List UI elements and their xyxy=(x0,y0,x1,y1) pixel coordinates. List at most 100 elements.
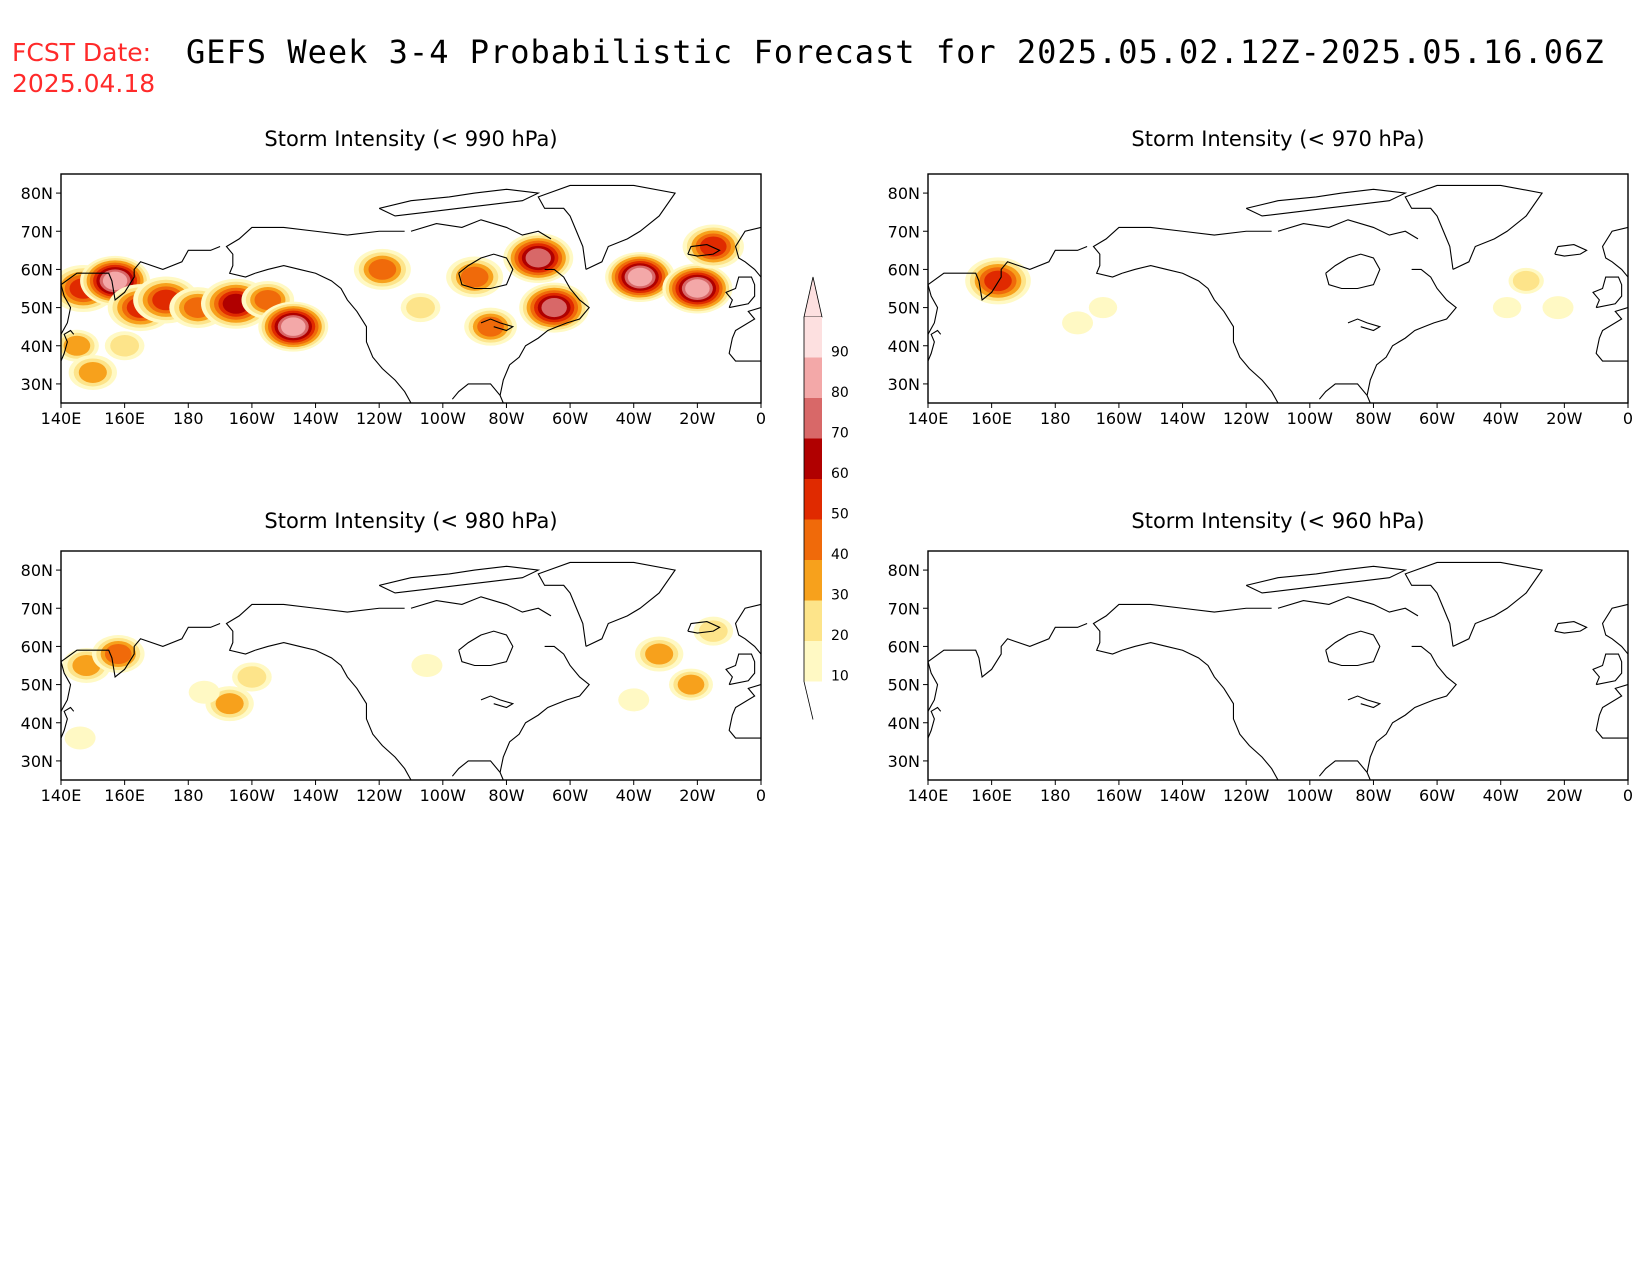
prob-blob-3-level-1 xyxy=(1088,296,1118,319)
coastline-6 xyxy=(1404,184,1544,270)
coastline-14 xyxy=(410,219,552,240)
coastline-9 xyxy=(61,706,75,739)
coastline-5 xyxy=(1325,253,1381,290)
lon-tick-label: 160E xyxy=(104,409,145,428)
coastline-12 xyxy=(728,307,761,362)
lat-tick-label: 30N xyxy=(888,752,920,771)
prob-blob-2-level-1 xyxy=(1062,311,1094,335)
coastline-11 xyxy=(1601,226,1628,278)
colorbar-swatch xyxy=(804,479,822,520)
coastline-14 xyxy=(410,596,552,617)
lat-tick-label: 60N xyxy=(21,637,53,656)
lon-tick-label: 80W xyxy=(488,409,524,428)
prob-blob-2-level-4 xyxy=(104,644,132,665)
lon-tick-label: 80W xyxy=(1355,409,1391,428)
coastline-6 xyxy=(537,184,677,270)
coastline-15 xyxy=(1347,695,1382,709)
lon-tick-label: 60W xyxy=(1419,786,1455,805)
lon-tick-label: 20W xyxy=(1546,409,1582,428)
coastline-10 xyxy=(1592,276,1623,309)
prob-blob-13-level-4 xyxy=(460,266,489,288)
lat-tick-label: 30N xyxy=(21,752,53,771)
lon-tick-label: 40W xyxy=(1483,409,1519,428)
prob-blob-5-level-1 xyxy=(1542,296,1574,320)
lat-tick-label: 30N xyxy=(21,375,53,394)
lon-tick-label: 60W xyxy=(1419,409,1455,428)
colorbar-top-arrow xyxy=(803,276,823,318)
lon-tick-label: 180 xyxy=(173,409,204,428)
lat-tick-label: 50N xyxy=(888,299,920,318)
lon-tick-label: 140W xyxy=(1159,409,1206,428)
coastline-15 xyxy=(480,318,515,332)
prob-blob-18-level-4 xyxy=(477,316,504,337)
lat-tick-label: 30N xyxy=(888,375,920,394)
colorbar-label: 90 xyxy=(831,345,849,361)
lat-tick-label: 60N xyxy=(21,260,53,279)
prob-blob-5-level-1 xyxy=(188,680,220,704)
lon-tick-label: 160W xyxy=(1096,409,1143,428)
map-panel-3: Storm Intensity (< 980 hPa) 80N 70N 60N 50N 4… xyxy=(21,509,766,805)
coastline-15 xyxy=(1347,318,1382,332)
lon-tick-label: 120W xyxy=(1223,786,1270,805)
lon-tick-label: 140E xyxy=(41,786,82,805)
panel-title: Storm Intensity (< 990 hPa) xyxy=(264,127,557,151)
prob-blob-15-level-7 xyxy=(541,298,567,318)
colorbar-swatch xyxy=(804,519,822,560)
coastline-7 xyxy=(687,621,721,634)
coastline-12 xyxy=(1595,684,1628,739)
coastline-5 xyxy=(1325,630,1381,667)
prob-blob-19-level-2 xyxy=(406,296,435,319)
lat-tick-label: 70N xyxy=(21,599,53,618)
prob-blob-9-level-1 xyxy=(618,688,650,712)
lon-tick-label: 160E xyxy=(971,786,1012,805)
panel-frame xyxy=(927,550,1629,781)
coastline-4 xyxy=(499,268,590,396)
lat-tick-label: 70N xyxy=(888,599,920,618)
coastline-13 xyxy=(378,565,541,594)
coastline-12 xyxy=(728,684,761,739)
lat-tick-label: 70N xyxy=(21,222,53,241)
lon-tick-label: 160W xyxy=(229,786,276,805)
coastlines xyxy=(61,561,761,780)
prob-blob-7-level-3 xyxy=(677,674,705,695)
probability-field xyxy=(62,616,734,750)
lat-tick-label: 80N xyxy=(21,184,53,203)
prob-blob-3-level-8 xyxy=(102,271,128,291)
coastline-3 xyxy=(451,383,504,403)
prob-blob-4-level-2 xyxy=(237,666,267,688)
prob-blob-11-level-2 xyxy=(110,335,140,357)
probability-field xyxy=(965,257,1574,335)
colorbar-swatch xyxy=(804,357,822,398)
coastline-6 xyxy=(537,561,677,647)
lon-tick-label: 140E xyxy=(908,786,949,805)
fcst-date-label: FCST Date: xyxy=(12,38,152,67)
coastline-1 xyxy=(254,265,412,403)
lon-tick-label: 180 xyxy=(173,786,204,805)
coastline-2 xyxy=(1092,226,1272,278)
coastline-10 xyxy=(725,653,756,686)
prob-blob-10-level-3 xyxy=(78,361,107,383)
lat-tick-label: 60N xyxy=(888,260,920,279)
prob-blob-1-level-3 xyxy=(63,335,91,356)
coastline-4 xyxy=(1366,268,1457,396)
lon-tick-label: 100W xyxy=(420,409,467,428)
prob-blob-20-level-5 xyxy=(699,236,727,257)
panel-title: Storm Intensity (< 970 hPa) xyxy=(1131,127,1424,151)
forecast-date-label: FCST Date: 2025.04.18 xyxy=(12,37,155,99)
lat-tick-label: 40N xyxy=(888,714,920,733)
coastline-11 xyxy=(1601,603,1628,655)
fcst-date-value: 2025.04.18 xyxy=(12,69,156,98)
coastline-2 xyxy=(225,603,405,655)
colorbar-edge xyxy=(803,317,814,720)
colorbar: 10 20 30 40 50 60 70 80 90 xyxy=(803,276,849,720)
lat-tick-label: 70N xyxy=(888,222,920,241)
lat-tick-label: 80N xyxy=(888,561,920,580)
prob-blob-17-level-8 xyxy=(685,279,710,298)
coastlines xyxy=(928,184,1628,403)
map-panel-1: Storm Intensity (< 990 hPa) 80N 70N 60N 50N 4… xyxy=(21,127,766,428)
lon-tick-label: 40W xyxy=(616,786,652,805)
prob-blob-16-level-8 xyxy=(627,267,653,287)
coastline-15 xyxy=(480,695,515,709)
lon-tick-label: 100W xyxy=(1287,786,1334,805)
